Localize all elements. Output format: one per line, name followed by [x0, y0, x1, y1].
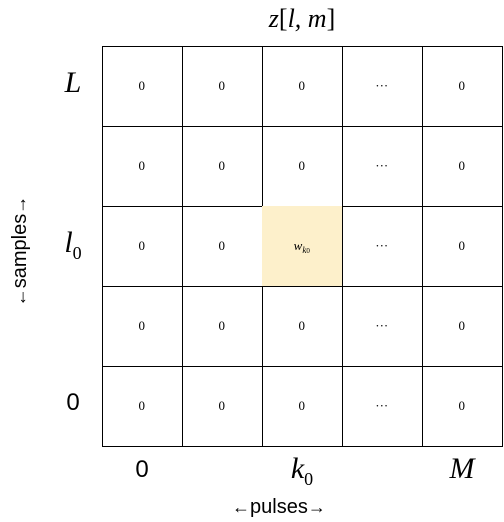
- right-arrow-icon: →: [307, 497, 326, 517]
- matrix-cell: ···: [341, 285, 423, 367]
- title-variable: z: [268, 4, 279, 33]
- left-arrow-icon: ←: [232, 497, 250, 517]
- diagram-title: z[l, m]: [268, 4, 336, 33]
- matrix-cell: 0: [421, 365, 503, 447]
- matrix-cell: 0: [101, 125, 183, 207]
- right-arrow-icon: →: [9, 195, 30, 214]
- matrix-cell: 0: [261, 285, 343, 367]
- highlighted-cell: w k0: [261, 205, 343, 287]
- column-label: 0: [135, 456, 149, 483]
- matrix-cell: 0: [181, 285, 263, 367]
- matrix-cell: 0: [101, 365, 183, 447]
- matrix-cell: 0: [101, 45, 183, 127]
- title-args: l, m: [287, 4, 327, 33]
- matrix-grid: 0 0 0 ··· 0 0 0 0 ··· 0 0 0 w k0 ··· 0 0 0 0 ··· 0 0 0 0 ··· 0: [101, 45, 503, 447]
- matrix-cell: ···: [341, 365, 423, 447]
- matrix-cell: 0: [181, 45, 263, 127]
- x-axis-label: ← pulses →: [232, 496, 326, 519]
- matrix-cell: 0: [181, 205, 263, 287]
- matrix-cell: 0: [101, 285, 183, 367]
- row-label: l0: [64, 226, 82, 263]
- matrix-cell: 0: [261, 365, 343, 447]
- matrix-cell: 0: [421, 205, 503, 287]
- column-label: k0: [290, 452, 314, 489]
- matrix-cell: ···: [341, 205, 423, 287]
- matrix-cell: 0: [181, 125, 263, 207]
- y-axis-text: samples: [8, 213, 31, 289]
- matrix-cell: 0: [421, 45, 503, 127]
- x-axis-text: pulses: [250, 496, 308, 518]
- row-label: 0: [66, 389, 80, 416]
- matrix-cell: ···: [341, 125, 423, 207]
- matrix-cell: 0: [261, 45, 343, 127]
- matrix-cell: 0: [261, 125, 343, 207]
- matrix-cell: 0: [181, 365, 263, 447]
- matrix-cell: ···: [341, 45, 423, 127]
- matrix-cell: 0: [421, 125, 503, 207]
- matrix-cell: 0: [421, 285, 503, 367]
- column-label: M: [449, 452, 475, 485]
- row-label: L: [64, 66, 82, 99]
- y-axis-label: ← samples →: [5, 181, 35, 321]
- left-arrow-icon: ←: [9, 288, 30, 307]
- matrix-cell: 0: [101, 205, 183, 287]
